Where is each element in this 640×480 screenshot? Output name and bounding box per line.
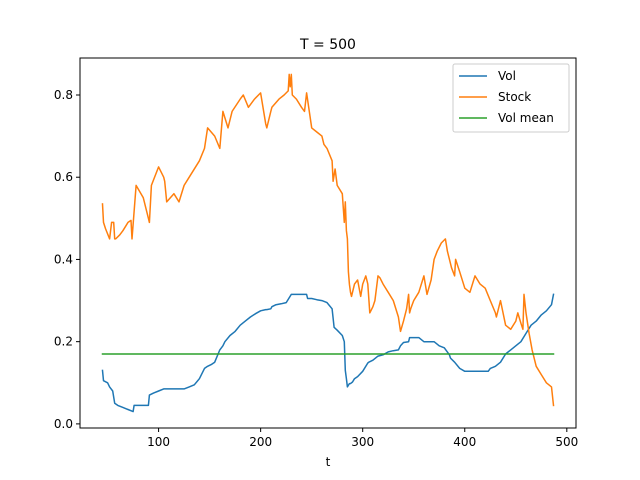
x-tick-label: 400 xyxy=(453,435,476,449)
legend-box xyxy=(452,63,570,133)
chart-title: T = 500 xyxy=(299,37,356,53)
y-tick-label: 0.8 xyxy=(54,88,73,102)
plot-area xyxy=(101,73,555,413)
x-tick-label: 100 xyxy=(147,435,170,449)
y-tick-label: 0.0 xyxy=(54,417,73,431)
y-tick-label: 0.4 xyxy=(54,252,73,266)
x-tick-label: 200 xyxy=(249,435,272,449)
y-axis: 0.0 0.2 0.4 0.6 0.8 xyxy=(54,88,80,431)
series-line-stock xyxy=(101,73,555,407)
legend-label: Vol xyxy=(498,69,516,83)
legend: Vol Stock Vol mean xyxy=(452,63,570,133)
axes-frame xyxy=(79,57,577,429)
x-axis-label: t xyxy=(326,455,331,469)
series-line-vol xyxy=(101,293,555,413)
y-tick-label: 0.6 xyxy=(54,170,73,184)
x-axis: 100 200 300 400 500 xyxy=(147,428,578,449)
legend-label: Stock xyxy=(498,90,531,104)
y-tick-label: 0.2 xyxy=(54,335,73,349)
x-tick-label: 500 xyxy=(555,435,578,449)
legend-label: Vol mean xyxy=(498,111,554,125)
x-tick-label: 300 xyxy=(351,435,374,449)
